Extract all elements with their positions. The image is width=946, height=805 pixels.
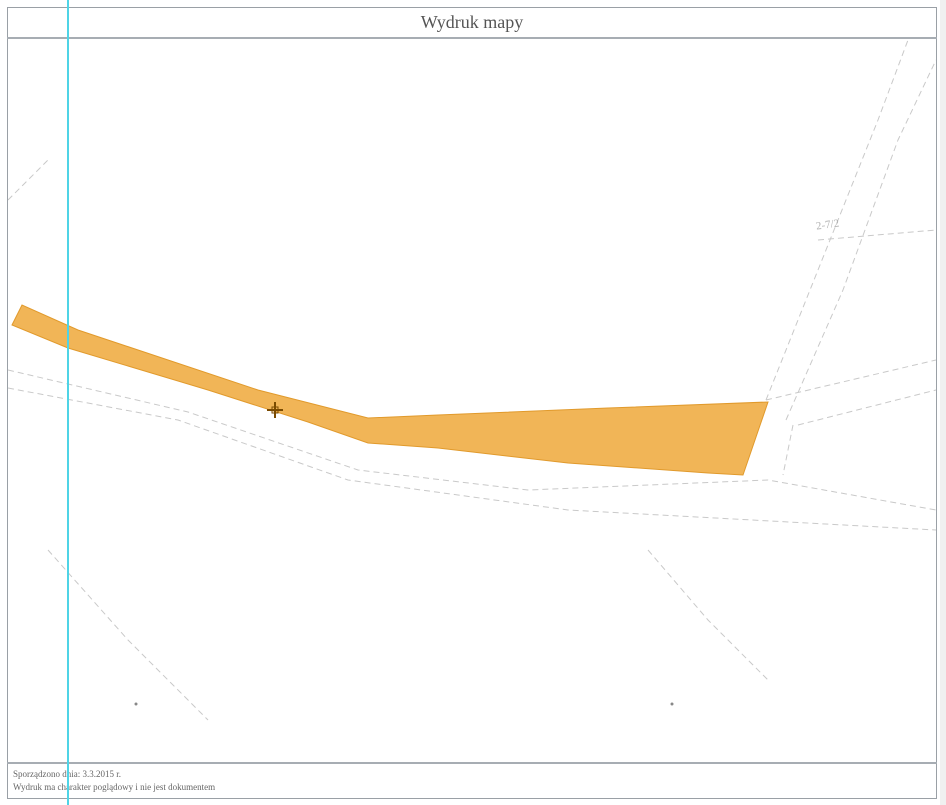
guide-line (67, 0, 69, 805)
footer-disclaimer: Wydruk ma charakter poglądowy i nie jest… (13, 782, 216, 792)
road-boundary-south (8, 369, 936, 511)
print-frame (7, 7, 937, 799)
parcel-boundary-corner (782, 424, 794, 476)
cross-marker-icon (267, 402, 283, 418)
parcel-boundary-sw (47, 549, 209, 721)
map-canvas[interactable] (8, 40, 936, 762)
parcel-boundary-east (765, 359, 936, 401)
road-boundary-south-2 (8, 387, 936, 531)
parcel-boundary-se (647, 549, 769, 681)
parcel-boundary-ne (817, 229, 936, 241)
footer-date: Sporządzono dnia: 3.3.2015 r. (13, 769, 121, 779)
map-drawing (8, 40, 936, 721)
highlighted-plot (11, 304, 769, 476)
survey-point (134, 702, 138, 706)
print-footer: Sporządzono dnia: 3.3.2015 r. Wydruk ma … (7, 762, 937, 799)
page-title: Wydruk mapy (7, 7, 937, 39)
parcel-boundary-east-2 (797, 389, 936, 426)
page-edge (940, 0, 946, 805)
parcel-boundary-nw (8, 159, 49, 201)
parcel-boundary-north (765, 40, 909, 401)
survey-point (670, 702, 674, 706)
parcel-boundaries (8, 40, 936, 721)
parcel-boundary-north-2 (785, 59, 936, 421)
